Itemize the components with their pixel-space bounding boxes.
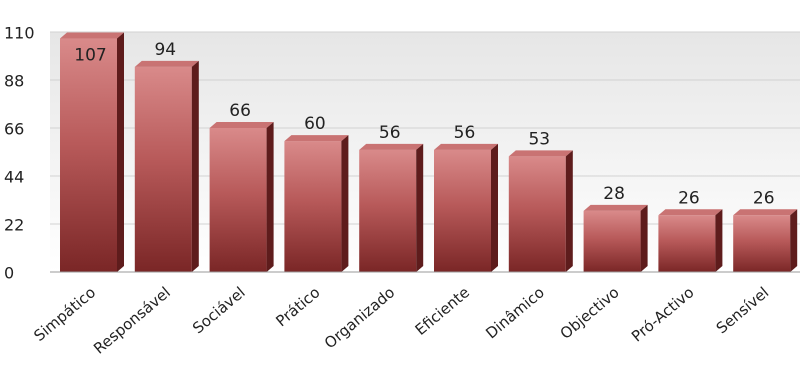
bar-top <box>134 60 199 67</box>
x-tick-label: Sensível <box>713 283 772 337</box>
bar-front <box>658 215 716 272</box>
x-tick-label: Responsável <box>90 283 174 357</box>
y-axis-ticks: 0 22 44 66 88 110 <box>4 24 35 283</box>
bar-side <box>491 143 498 272</box>
data-label: 28 <box>603 184 625 204</box>
bar-respons-vel <box>134 60 199 273</box>
data-label: 26 <box>753 188 775 208</box>
bar-din-mico <box>508 150 573 272</box>
data-label: 56 <box>454 123 476 143</box>
bar-top <box>209 122 274 128</box>
bar-front <box>284 141 342 272</box>
bar-front <box>434 149 491 272</box>
y-tick-label: 110 <box>4 24 35 43</box>
bar-top <box>733 209 798 216</box>
y-tick-label: 44 <box>4 168 24 187</box>
x-tick-label: Sociável <box>189 283 249 337</box>
bar-side <box>341 135 349 272</box>
bar-organizado <box>359 143 424 272</box>
x-tick-label: Dinâmico <box>482 283 548 342</box>
bar-side <box>715 209 723 272</box>
x-tick-label: Pró-Activo <box>628 283 697 345</box>
bar-top <box>508 150 573 157</box>
data-label: 53 <box>528 129 550 149</box>
bar-front <box>508 156 566 272</box>
data-label: 26 <box>678 188 700 208</box>
bar-side <box>266 122 274 272</box>
bar-side <box>416 143 424 272</box>
bar-side <box>117 32 124 272</box>
bar-top <box>658 209 723 216</box>
y-tick-label: 88 <box>4 72 24 91</box>
bar-front <box>583 210 641 272</box>
data-label: 107 <box>74 46 106 66</box>
x-tick-label: Eficiente <box>412 283 474 339</box>
x-tick-label: Objectivo <box>557 283 623 342</box>
data-label: 94 <box>154 40 176 60</box>
bar-sens-vel <box>733 209 798 272</box>
bar-front <box>359 149 417 272</box>
bar-top <box>583 204 648 211</box>
bars <box>60 32 798 273</box>
bar-top <box>60 32 124 39</box>
data-labels: 107 94 66 60 56 56 53 28 26 26 <box>74 40 774 208</box>
bar-objectivo <box>583 204 648 272</box>
bar-eficiente <box>434 143 498 272</box>
bar-front <box>209 128 267 272</box>
bar-pr-tico <box>284 135 349 272</box>
bar-side <box>191 60 199 273</box>
bar-soci-vel <box>209 122 274 272</box>
bar-side <box>640 204 648 272</box>
bar-front <box>733 215 791 272</box>
bar-pr-activo <box>658 209 723 272</box>
bar-side <box>790 209 798 272</box>
bar-top <box>434 143 498 150</box>
bar-top <box>284 135 349 142</box>
y-tick-label: 66 <box>4 120 24 139</box>
bar-front <box>60 38 117 272</box>
data-label: 66 <box>229 101 251 121</box>
y-tick-label: 0 <box>4 264 14 283</box>
x-tick-label: Organizado <box>321 283 398 352</box>
bar-simp-tico <box>60 32 124 272</box>
bar-side <box>565 150 573 272</box>
data-label: 56 <box>379 123 401 143</box>
x-tick-label: Simpático <box>30 283 99 345</box>
bar-top <box>359 143 424 150</box>
bar-front <box>134 66 192 272</box>
data-label: 60 <box>304 114 326 134</box>
x-tick-label: Prático <box>272 283 323 330</box>
y-tick-label: 22 <box>4 216 24 235</box>
